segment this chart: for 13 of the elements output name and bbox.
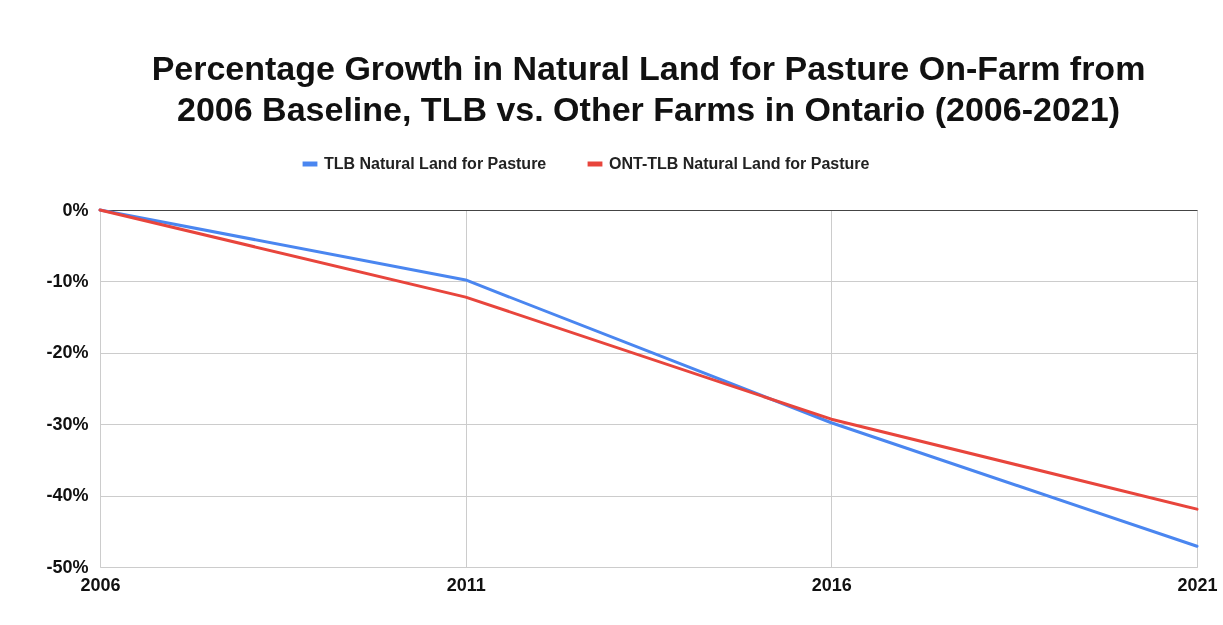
y-tick-label: -20% bbox=[46, 342, 89, 363]
x-tick-label: 2021 bbox=[1177, 574, 1218, 595]
y-tick-label: -50% bbox=[46, 556, 89, 577]
x-tick-label: 2016 bbox=[811, 574, 852, 595]
legend-label: ONT-TLB Natural Land for Pasture bbox=[609, 155, 870, 172]
y-tick-label: 0% bbox=[62, 199, 89, 220]
y-tick-label: -30% bbox=[46, 413, 89, 434]
x-tick-label: 2006 bbox=[80, 574, 121, 595]
y-tick-label: -40% bbox=[46, 485, 89, 506]
chart-title: Percentage Growth in Natural Land for Pasture On-Farm from 2006 Baseline, TLB vs. Other Farms in Ontario (2006-2021) bbox=[151, 49, 1146, 128]
legend-label: TLB Natural Land for Pasture bbox=[324, 155, 547, 172]
x-tick-label: 2011 bbox=[446, 574, 486, 595]
y-tick-label: -10% bbox=[46, 270, 89, 291]
